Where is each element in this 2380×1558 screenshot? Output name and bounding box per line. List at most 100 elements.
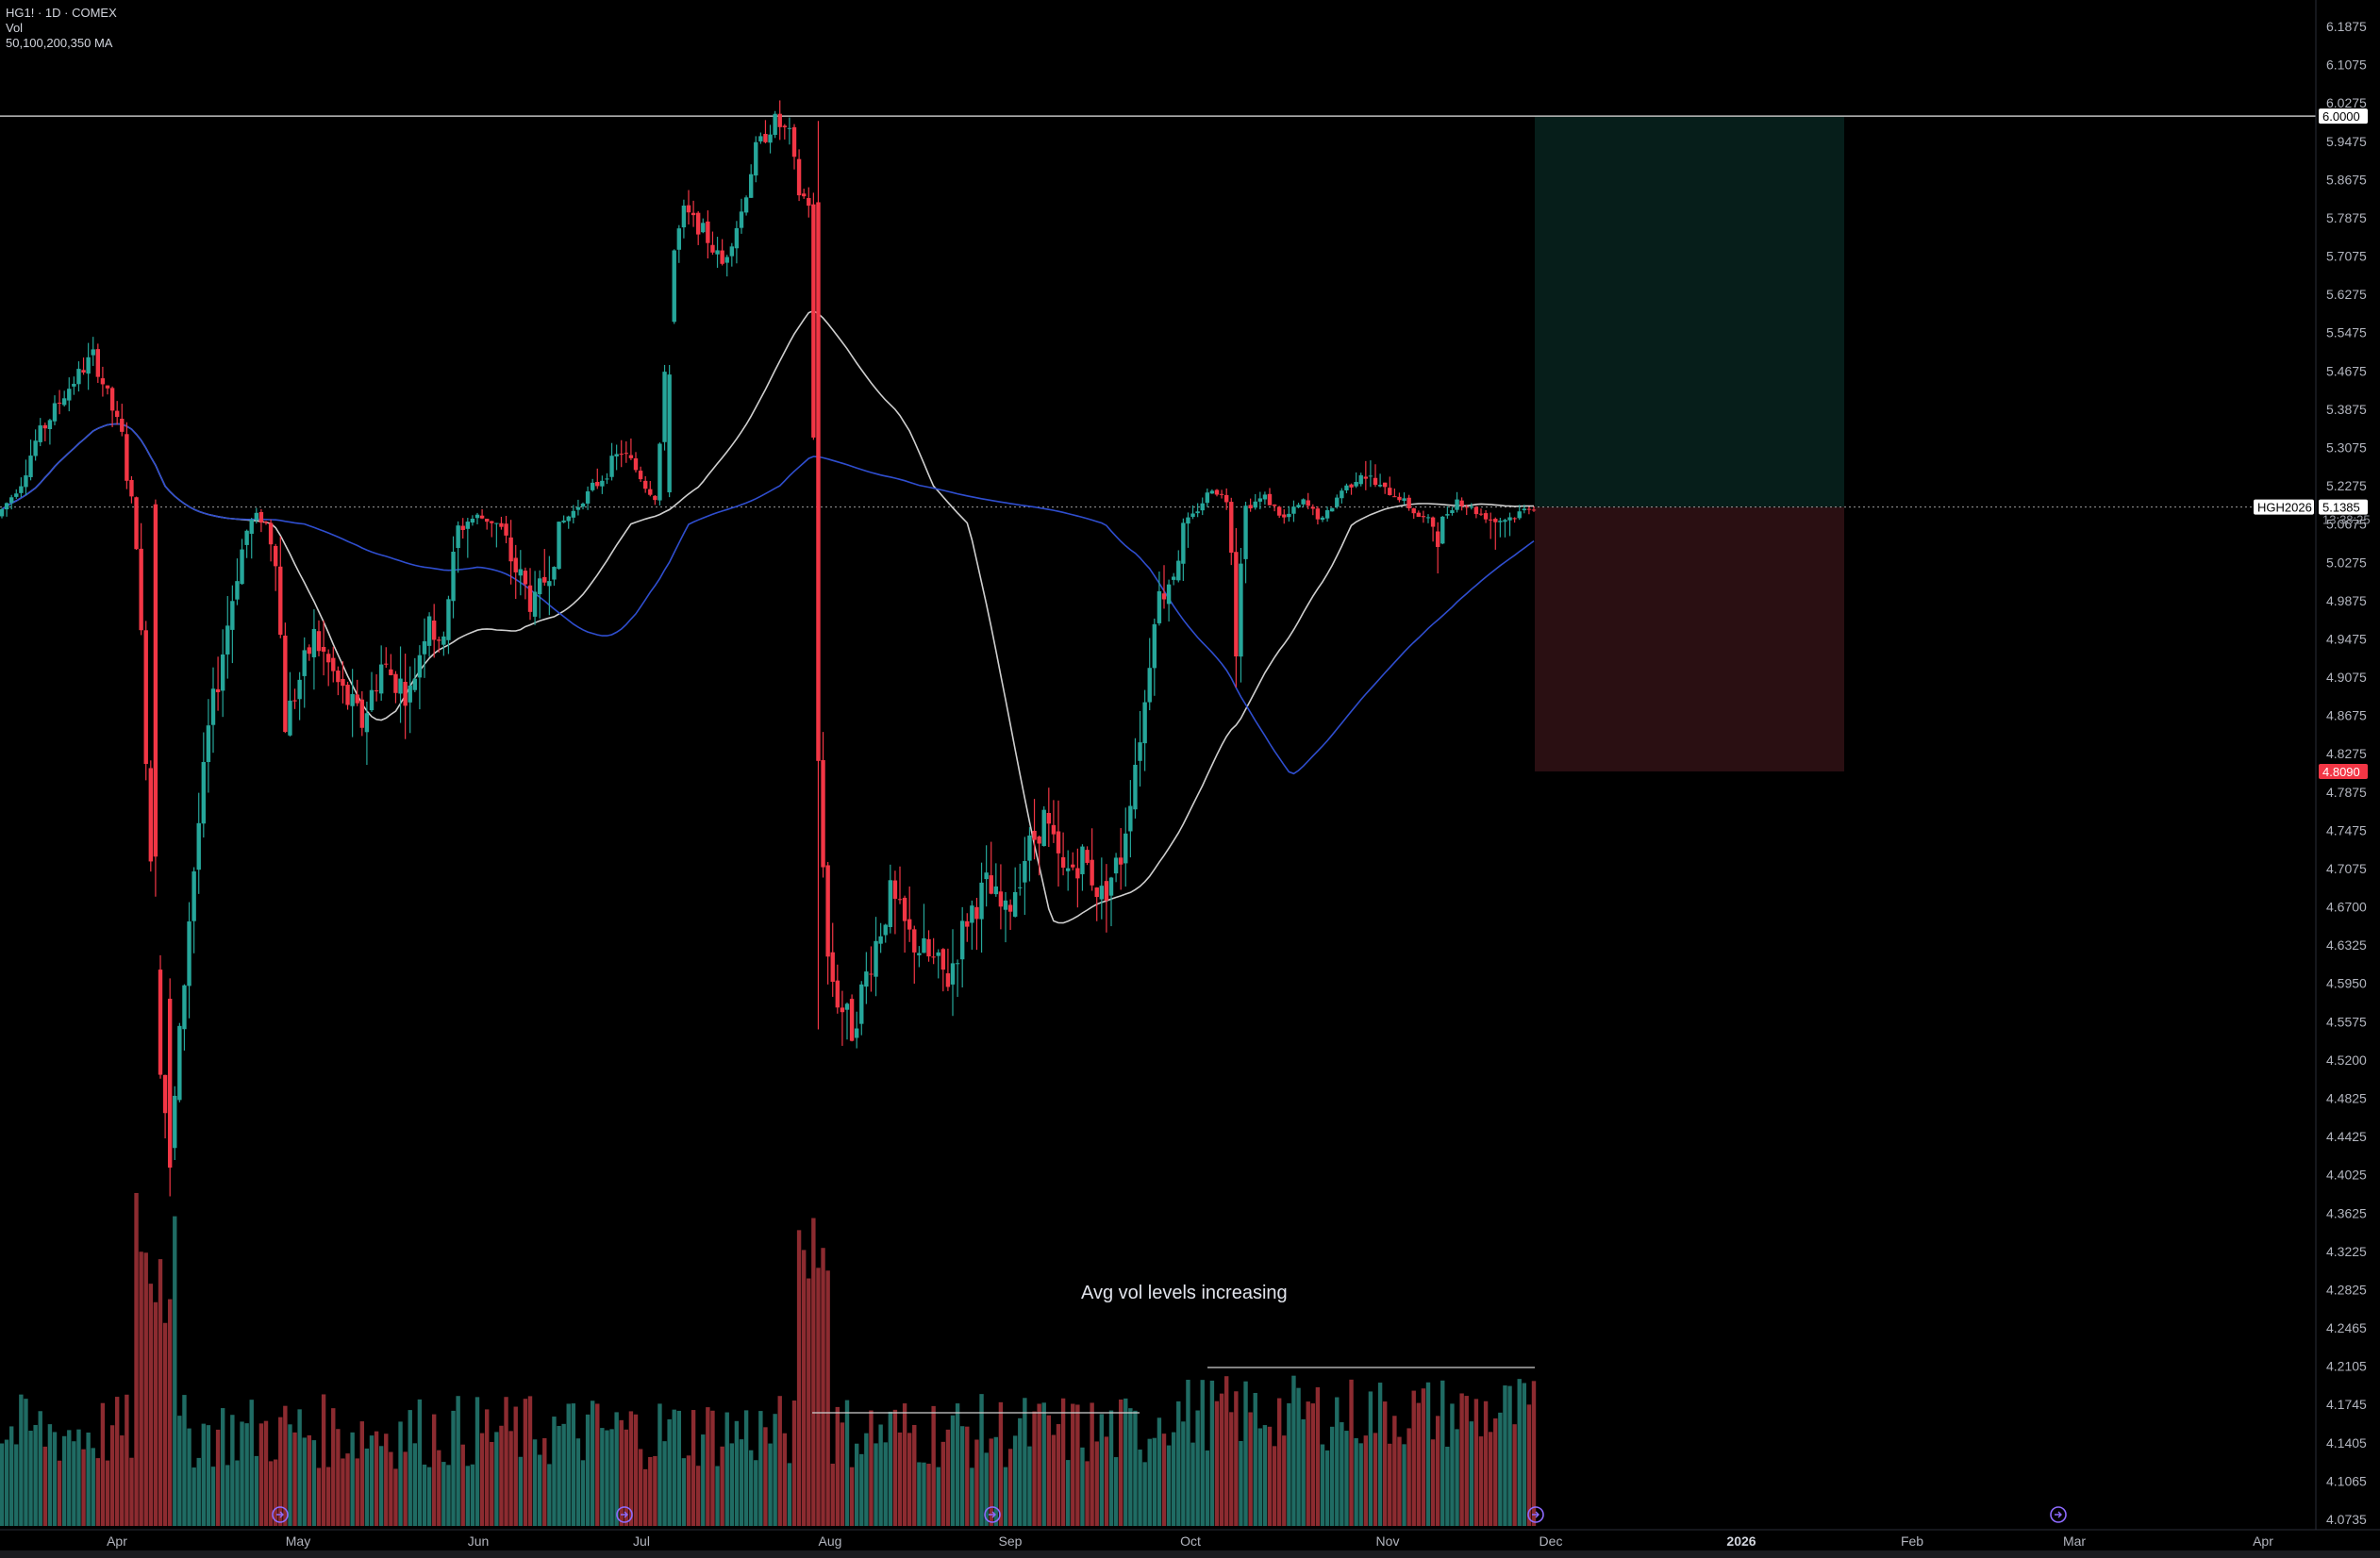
candle-body bbox=[316, 631, 322, 652]
candle-body bbox=[1243, 506, 1248, 559]
event-marker-icon[interactable] bbox=[1527, 1506, 1544, 1523]
candle-body bbox=[566, 516, 571, 522]
candle-body bbox=[325, 654, 331, 663]
volume-bar bbox=[888, 1411, 893, 1526]
candle-body bbox=[1503, 520, 1507, 522]
volume-bar bbox=[1123, 1398, 1128, 1526]
volume-bar bbox=[162, 1322, 168, 1526]
event-marker-icon[interactable] bbox=[984, 1506, 1001, 1523]
volume-bar bbox=[1368, 1391, 1373, 1526]
volume-bar bbox=[1503, 1385, 1507, 1526]
volume-bar bbox=[989, 1438, 993, 1526]
candle-body bbox=[456, 525, 460, 549]
candle-body bbox=[821, 759, 825, 868]
volume-bar bbox=[437, 1450, 441, 1526]
volume-bar bbox=[633, 1414, 639, 1526]
volume-legend[interactable]: Vol bbox=[6, 21, 24, 35]
volume-bar bbox=[624, 1429, 629, 1526]
symbol-legend[interactable]: HG1! · 1D · COMEX bbox=[6, 6, 117, 20]
candle-body bbox=[888, 880, 893, 927]
candle-body bbox=[811, 204, 816, 438]
candle-body bbox=[585, 491, 591, 504]
volume-bar bbox=[1190, 1442, 1195, 1526]
candle-body bbox=[153, 504, 158, 857]
event-marker-icon[interactable] bbox=[272, 1506, 289, 1523]
volume-bar bbox=[1018, 1417, 1023, 1526]
candle-body bbox=[874, 940, 878, 977]
volume-bar bbox=[1455, 1429, 1459, 1526]
volume-bar bbox=[0, 1443, 5, 1526]
volume-bar bbox=[1377, 1383, 1383, 1526]
volume-bar bbox=[1060, 1398, 1066, 1526]
volume-bar bbox=[1276, 1398, 1282, 1526]
volume-bar bbox=[1157, 1417, 1162, 1526]
price-tick-label: 4.8675 bbox=[2326, 708, 2367, 723]
event-marker-icon[interactable] bbox=[2050, 1506, 2067, 1523]
volume-bar bbox=[1469, 1421, 1474, 1526]
volume-bar bbox=[369, 1435, 374, 1526]
stop-price-badge-bg bbox=[2319, 763, 2368, 779]
candle-body bbox=[807, 197, 811, 207]
volume-bar bbox=[825, 1270, 830, 1526]
candlesticks bbox=[0, 100, 1537, 1197]
volume-bar bbox=[479, 1433, 485, 1526]
candle-body bbox=[791, 126, 797, 157]
volume-bar bbox=[206, 1425, 211, 1526]
candle-body bbox=[1310, 506, 1316, 509]
volume-bar bbox=[595, 1403, 600, 1526]
volume-bar bbox=[614, 1412, 619, 1526]
event-markers[interactable] bbox=[272, 1506, 2067, 1523]
candle-body bbox=[854, 1028, 859, 1038]
candle-body bbox=[1272, 504, 1277, 506]
last-price-badge-bg bbox=[2319, 499, 2368, 515]
volume-bar bbox=[105, 1460, 110, 1526]
candle-body bbox=[1041, 809, 1046, 847]
candle-body bbox=[504, 523, 508, 536]
candle-body bbox=[479, 515, 485, 519]
candle-body bbox=[527, 585, 533, 612]
volume-bar bbox=[341, 1458, 345, 1526]
candle-body bbox=[561, 520, 566, 522]
candle-body bbox=[33, 440, 38, 456]
candle-body bbox=[1234, 552, 1239, 657]
volume-bar bbox=[787, 1463, 792, 1526]
price-tick-label: 5.5475 bbox=[2326, 325, 2367, 340]
volume-bar bbox=[854, 1443, 859, 1526]
volume-bar bbox=[1406, 1428, 1411, 1526]
price-tick-label: 4.7075 bbox=[2326, 861, 2367, 876]
volume-bar bbox=[417, 1399, 423, 1526]
price-tick-label: 4.4425 bbox=[2326, 1129, 2367, 1144]
volume-bar bbox=[835, 1406, 840, 1526]
candle-body bbox=[1522, 508, 1527, 511]
candle-body bbox=[1195, 511, 1200, 514]
volume-bar bbox=[902, 1403, 907, 1526]
time-tick-label: Jul bbox=[633, 1533, 650, 1549]
candle-body bbox=[715, 250, 720, 255]
candle-body bbox=[1388, 488, 1392, 495]
volume-bar bbox=[1498, 1412, 1503, 1526]
ma-legend[interactable]: 50,100,200,350 MA bbox=[6, 36, 113, 50]
volume-bar bbox=[1291, 1375, 1296, 1526]
volume-bar bbox=[42, 1446, 48, 1526]
candle-body bbox=[1200, 503, 1205, 511]
candle-body bbox=[653, 495, 657, 501]
price-tick-label: 5.9475 bbox=[2326, 134, 2367, 149]
candle-body bbox=[374, 690, 379, 692]
volume-bar bbox=[201, 1423, 207, 1526]
volume-bar bbox=[830, 1463, 835, 1526]
volume-bar bbox=[321, 1394, 326, 1526]
candle-body bbox=[465, 522, 471, 529]
volume-bar bbox=[345, 1453, 350, 1526]
volume-bar bbox=[662, 1441, 667, 1526]
candle-body bbox=[158, 970, 163, 1075]
volume-bar bbox=[542, 1437, 547, 1526]
candle-body bbox=[359, 699, 365, 728]
volume-bar bbox=[225, 1465, 230, 1526]
event-marker-icon[interactable] bbox=[616, 1506, 633, 1523]
volume-bar bbox=[431, 1414, 437, 1526]
candle-body bbox=[748, 174, 754, 198]
volume-bar bbox=[1219, 1393, 1224, 1526]
volume-bar bbox=[734, 1420, 740, 1526]
